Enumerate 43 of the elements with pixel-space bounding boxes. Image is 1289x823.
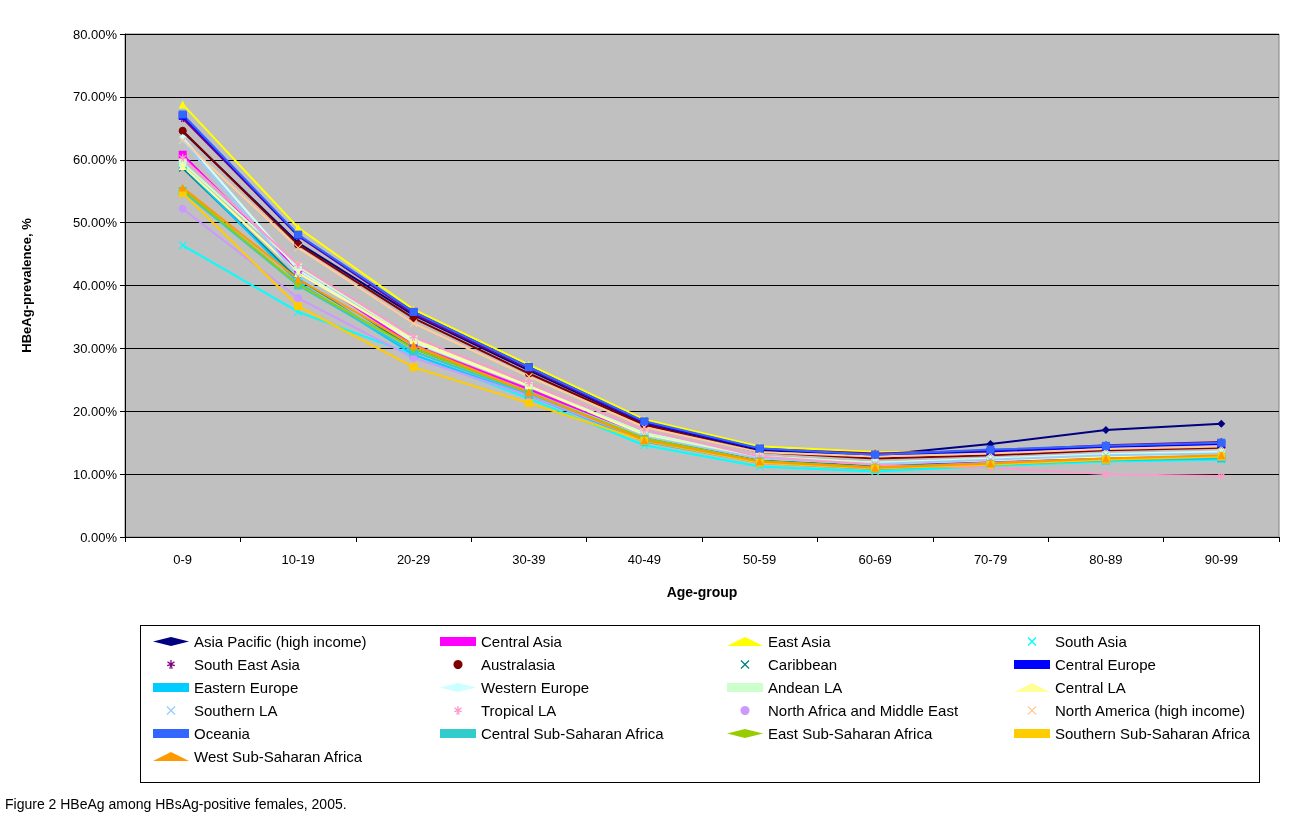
x-tick-label: 90-99: [1204, 552, 1238, 567]
legend-label: West Sub-Saharan Africa: [194, 748, 363, 765]
legend-label: Southern LA: [194, 702, 278, 719]
y-tick-label: 80.00%: [72, 26, 118, 42]
legend-label: Asia Pacific (high income): [194, 633, 367, 650]
legend-label: South East Asia: [194, 656, 301, 673]
y-tick-label: 0.00%: [80, 529, 118, 545]
legend-label: Oceania: [194, 725, 251, 742]
legend-label: Andean LA: [768, 679, 843, 696]
x-tick-label: 60-69: [858, 552, 892, 567]
caption: Figure 2 HBeAg among HBsAg-positive females, 2005.: [5, 796, 347, 812]
legend-label: Tropical LA: [481, 702, 557, 719]
x-tick-label: 50-59: [743, 552, 777, 567]
x-tick-label: 30-39: [512, 552, 546, 567]
y-tick-label: 30.00%: [72, 340, 118, 356]
y-axis-title: HBeAg-prevalence, %: [19, 217, 34, 353]
x-axis-title: Age-group: [666, 584, 738, 600]
legend-label: East Sub-Saharan Africa: [768, 725, 933, 742]
legend-label: Western Europe: [481, 679, 590, 696]
x-tick-label: 80-89: [1089, 552, 1123, 567]
legend-label: North America (high income): [1055, 702, 1246, 719]
x-tick-label: 0-9: [173, 552, 193, 567]
y-tick-label: 40.00%: [72, 278, 118, 293]
legend-label: Central Sub-Saharan Africa: [481, 725, 665, 742]
y-tick-label: 50.00%: [72, 215, 118, 231]
legend-label: Central LA: [1055, 679, 1126, 696]
legend-label: Central Europe: [1055, 656, 1156, 673]
x-tick-label: 40-49: [627, 552, 661, 567]
y-tick-label: 60.00%: [72, 152, 118, 168]
legend-label: Caribbean: [768, 656, 838, 673]
legend-label: Central Asia: [481, 633, 563, 650]
legend-label: East Asia: [768, 633, 832, 650]
y-tick-label: 20.00%: [72, 403, 118, 419]
x-tick-label: 10-19: [281, 552, 315, 567]
legend-label: Australasia: [481, 656, 556, 673]
legend-label: Southern Sub-Saharan Africa: [1055, 725, 1251, 742]
y-tick-label: 10.00%: [72, 466, 118, 482]
y-tick-label: 70.00%: [72, 89, 118, 105]
legend-label: South Asia: [1055, 633, 1128, 650]
legend-label: Eastern Europe: [194, 679, 299, 696]
legend-label: North Africa and Middle East: [768, 702, 959, 719]
x-tick-label: 20-29: [396, 552, 431, 567]
x-tick-label: 70-79: [973, 552, 1008, 567]
